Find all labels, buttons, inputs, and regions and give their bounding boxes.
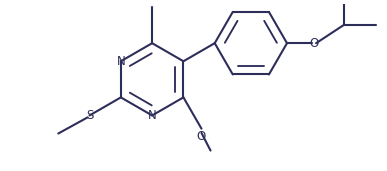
Text: N: N: [116, 55, 125, 68]
Text: O: O: [197, 130, 206, 143]
Text: S: S: [86, 109, 93, 122]
Text: Cl: Cl: [146, 0, 158, 3]
Text: O: O: [310, 37, 319, 50]
Text: N: N: [148, 109, 156, 122]
